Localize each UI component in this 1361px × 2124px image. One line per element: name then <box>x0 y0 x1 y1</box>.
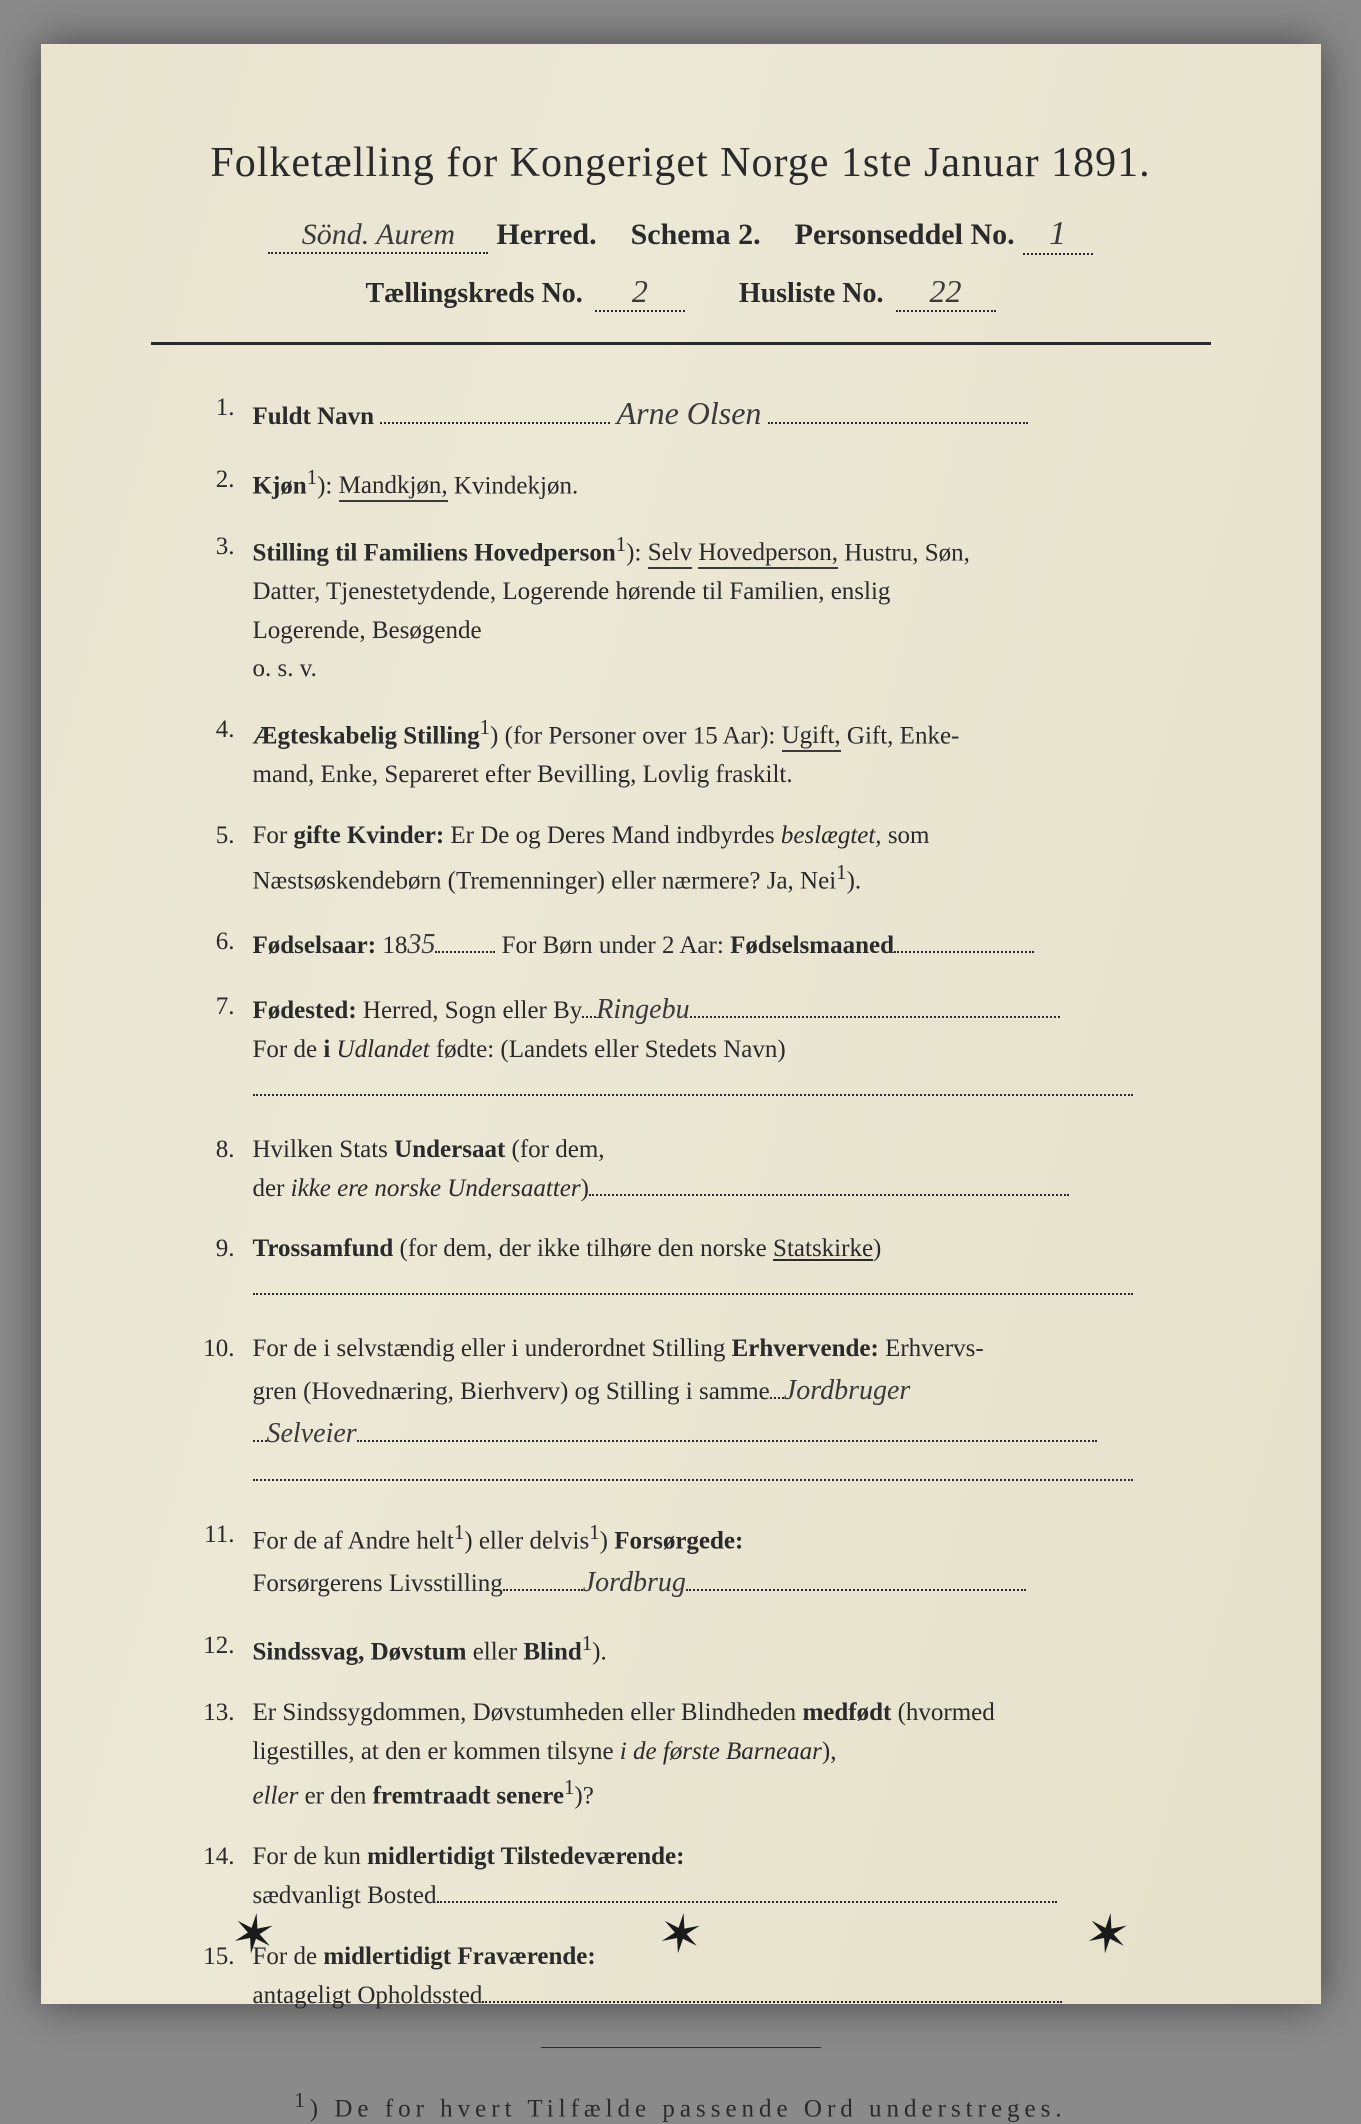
opt-mandkjon: Mandkjøn, <box>339 472 448 502</box>
label: Ægteskabelig Stilling <box>253 722 480 749</box>
form-title: Folketælling for Kongeriget Norge 1ste J… <box>151 139 1211 187</box>
entry-num: 9. <box>197 1230 253 1308</box>
header-row-2: Tællingskreds No. 2 Husliste No. 22 <box>151 273 1211 312</box>
husliste-label: Husliste No. <box>739 278 884 310</box>
herred-label: Herred. <box>496 218 596 252</box>
entry-num: 7. <box>197 988 253 1109</box>
occupation-hand-2: Selveier <box>267 1418 357 1449</box>
entry-11: 11. For de af Andre helt1) eller delvis1… <box>197 1516 1211 1604</box>
provider-hand: Jordbrug <box>583 1567 686 1598</box>
entry-num: 3. <box>197 528 253 689</box>
entry-num: 8. <box>197 1131 253 1209</box>
entry-9: 9. Trossamfund (for dem, der ikke tilhør… <box>197 1230 1211 1308</box>
entry-6: 6. Fødselsaar: 1835 For Børn under 2 Aar… <box>197 923 1211 966</box>
entry-num: 12. <box>197 1627 253 1672</box>
entry-num: 2. <box>197 461 253 506</box>
entry-13: 13. Er Sindssygdommen, Døvstumheden elle… <box>197 1694 1211 1817</box>
census-form-page: Folketælling for Kongeriget Norge 1ste J… <box>41 44 1321 2004</box>
entry-10: 10. For de i selvstændig eller i underor… <box>197 1330 1211 1494</box>
personseddel-label: Personseddel No. <box>795 218 1015 252</box>
entry-num: 1. <box>197 389 253 439</box>
form-entries: 1. Fuldt Navn Arne Olsen 2. Kjøn1): Mand… <box>151 389 1211 2015</box>
label: Stilling til Familiens Hovedperson <box>253 539 616 566</box>
entry-12: 12. Sindssvag, Døvstum eller Blind1). <box>197 1627 1211 1672</box>
label: Kjøn <box>253 472 307 499</box>
birthplace-hand: Ringebu <box>596 994 689 1025</box>
entry-4: 4. Ægteskabelig Stilling1) (for Personer… <box>197 711 1211 795</box>
label: Fuldt Navn <box>253 403 375 430</box>
opt-kvindekjon: Kvindekjøn. <box>454 472 578 499</box>
occupation-hand-1: Jordbruger <box>784 1375 911 1406</box>
entry-1: 1. Fuldt Navn Arne Olsen <box>197 389 1211 439</box>
entry-num: 10. <box>197 1330 253 1494</box>
entry-3: 3. Stilling til Familiens Hovedperson1):… <box>197 528 1211 689</box>
entry-5: 5. For gifte Kvinder: Er De og Deres Man… <box>197 817 1211 901</box>
entry-num: 15. <box>197 1938 253 2016</box>
entry-num: 4. <box>197 711 253 795</box>
schema-label: Schema 2. <box>631 218 761 252</box>
entry-num: 11. <box>197 1516 253 1604</box>
name-hand: Arne Olsen <box>617 395 762 431</box>
entry-num: 13. <box>197 1694 253 1817</box>
tkreds-no: 2 <box>595 273 685 312</box>
entry-15: 15. For de midlertidigt Fraværende: anta… <box>197 1938 1211 2016</box>
entry-num: 5. <box>197 817 253 901</box>
header-rule <box>151 342 1211 345</box>
entry-num: 6. <box>197 923 253 966</box>
husliste-no: 22 <box>896 273 996 312</box>
herred-handwritten: Sönd. Aurem <box>268 218 488 254</box>
footnote: 1) De for hvert Tilfælde passende Ord un… <box>151 2088 1211 2123</box>
entry-8: 8. Hvilken Stats Undersaat (for dem, der… <box>197 1131 1211 1209</box>
personseddel-no: 1 <box>1023 215 1093 255</box>
tkreds-label: Tællingskreds No. <box>365 278 582 310</box>
entry-num: 14. <box>197 1838 253 1916</box>
form-header: Folketælling for Kongeriget Norge 1ste J… <box>151 139 1211 312</box>
entry-7: 7. Fødested: Herred, Sogn eller ByRingeb… <box>197 988 1211 1109</box>
header-row-1: Sönd. Aurem Herred. Schema 2. Personsedd… <box>151 215 1211 255</box>
birthyear-hand: 35 <box>407 929 435 960</box>
entry-2: 2. Kjøn1): Mandkjøn, Kvindekjøn. <box>197 461 1211 506</box>
entry-14: 14. For de kun midlertidigt Tilstedevære… <box>197 1838 1211 1916</box>
